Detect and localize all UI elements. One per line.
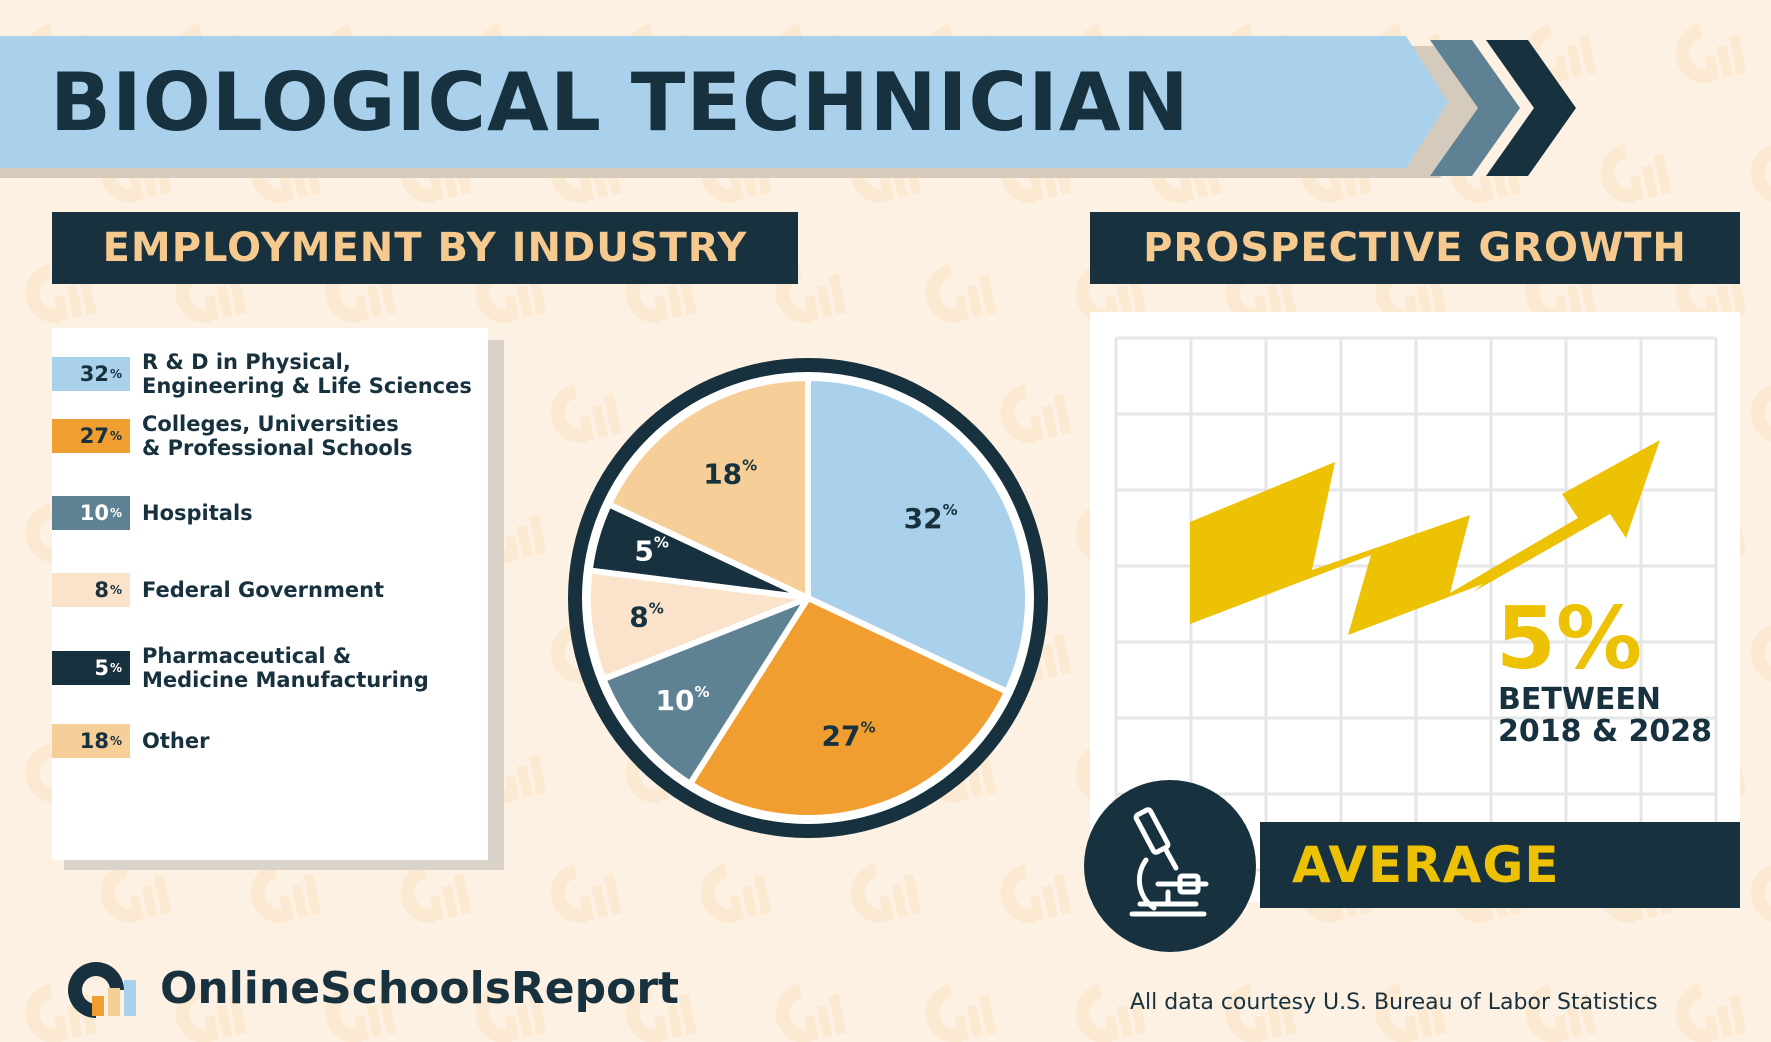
- watermark-logo: [1225, 983, 1297, 1042]
- growth-period: BETWEEN 2018 & 2028: [1498, 682, 1713, 749]
- legend-label: Colleges, Universities & Professional Sc…: [142, 412, 413, 460]
- watermark-logo: [1000, 383, 1072, 444]
- legend-label: Pharmaceutical & Medicine Manufacturing: [142, 644, 429, 692]
- legend-item: 8% Federal Government: [52, 573, 488, 607]
- employment-by-industry-header: EMPLOYMENT BY INDUSTRY: [52, 212, 798, 284]
- legend-swatch: 27%: [52, 419, 130, 453]
- legend-swatch: 5%: [52, 651, 130, 685]
- pie-slice-label: 5%: [634, 533, 669, 568]
- pie-slice: [687, 595, 1011, 821]
- legend-item: 27% Colleges, Universities & Professional…: [52, 412, 488, 460]
- microscope-icon: [1084, 780, 1256, 952]
- watermark-logo: [850, 863, 922, 924]
- growth-rating: AVERAGE: [1292, 836, 1560, 894]
- legend-value: 27: [79, 424, 109, 448]
- legend-item: 5% Pharmaceutical & Medicine Manufacturin…: [52, 644, 488, 692]
- pie-slice-label: 18%: [703, 456, 757, 491]
- online-schools-report-logo: [68, 962, 136, 1018]
- watermark-logo: [550, 383, 622, 444]
- growth-percent: 5%: [1496, 589, 1643, 689]
- legend-value: 5: [94, 656, 109, 680]
- watermark-logo: [1075, 983, 1147, 1042]
- page-title: BIOLOGICAL TECHNICIAN: [50, 56, 1190, 149]
- watermark-logo: [1750, 383, 1771, 444]
- source-note: All data courtesy U.S. Bureau of Labor S…: [1130, 990, 1658, 1015]
- watermark-logo: [1750, 143, 1771, 204]
- legend-item: 10% Hospitals: [52, 496, 488, 530]
- brand-name: OnlineSchoolsReport: [160, 963, 680, 1014]
- chevron-icon: [1430, 40, 1520, 176]
- watermark-logo: [25, 263, 97, 324]
- pie-slice-label: 8%: [629, 599, 664, 634]
- watermark-logo: [325, 983, 397, 1042]
- watermark-logo: [1675, 23, 1747, 84]
- pie-slice: [805, 375, 1031, 695]
- pie-slice-label: 10%: [656, 682, 710, 717]
- watermark-logo: [1675, 983, 1747, 1042]
- watermark-logo: [550, 863, 622, 924]
- legend-swatch: 18%: [52, 724, 130, 758]
- pie-chart: 32% 27% 10% 8% 5% 18%: [568, 358, 1048, 838]
- watermark-logo: [1750, 863, 1771, 924]
- legend-value: 10: [79, 501, 109, 525]
- legend: 32% R & D in Physical, Engineering & Life…: [52, 328, 488, 860]
- legend-label: Federal Government: [142, 578, 385, 602]
- watermark-logo: [1750, 623, 1771, 684]
- pie-slice-label: 32%: [904, 501, 958, 536]
- legend-swatch: 10%: [52, 496, 130, 530]
- watermark-logo: [1525, 983, 1597, 1042]
- legend-item: 18% Other: [52, 724, 488, 758]
- watermark-logo: [100, 863, 172, 924]
- watermark-logo: [925, 263, 997, 324]
- legend-value: 18: [79, 729, 109, 753]
- pie-slice: [600, 595, 811, 787]
- prospective-growth-header: PROSPECTIVE GROWTH: [1090, 212, 1740, 284]
- watermark-logo: [475, 983, 547, 1042]
- watermark-logo: [925, 983, 997, 1042]
- watermark-logo: [250, 863, 322, 924]
- watermark-logo: [700, 863, 772, 924]
- title-banner: [0, 36, 1576, 178]
- pie-slice-label: 27%: [822, 718, 876, 753]
- legend-value: 8: [94, 578, 109, 602]
- zigzag-growth-arrow: [1190, 440, 1660, 635]
- legend-value: 32: [79, 362, 109, 386]
- legend-label: Other: [142, 729, 210, 753]
- watermark-logo: [1000, 863, 1072, 924]
- legend-label: Hospitals: [142, 501, 253, 525]
- legend-swatch: 8%: [52, 573, 130, 607]
- legend-label: R & D in Physical, Engineering & Life Sc…: [142, 350, 472, 398]
- watermark-logo: [1600, 143, 1672, 204]
- legend-swatch: 32%: [52, 357, 130, 391]
- watermark-logo: [775, 983, 847, 1042]
- legend-item: 32% R & D in Physical, Engineering & Life…: [52, 350, 488, 398]
- watermark-logo: [400, 863, 472, 924]
- pie-slice: [605, 375, 811, 601]
- watermark-logo: [175, 983, 247, 1042]
- chevron-icon: [1486, 40, 1576, 176]
- rating-bar: [1260, 822, 1740, 908]
- watermark-logo: [625, 983, 697, 1042]
- watermark-logo: [1375, 983, 1447, 1042]
